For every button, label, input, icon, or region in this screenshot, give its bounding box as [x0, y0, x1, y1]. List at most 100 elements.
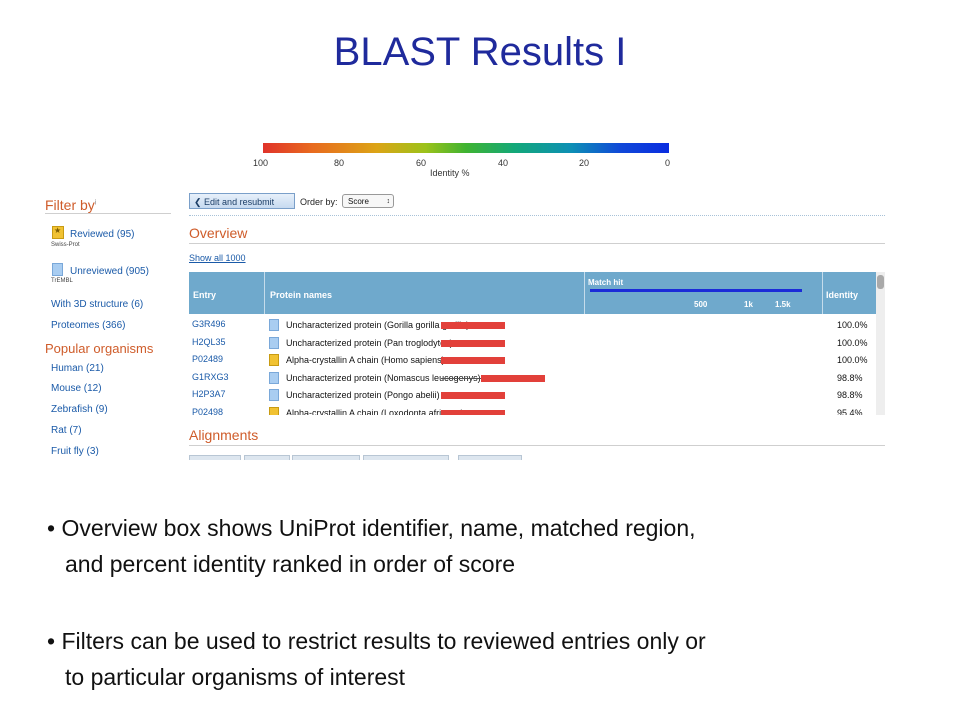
table-row[interactable]: H2P3A7 Uncharacterized protein (Pongo abe…: [189, 387, 875, 404]
bullet-line: • Filters can be used to restrict result…: [47, 628, 706, 654]
edit-button-label: Edit and resubmit: [204, 197, 275, 207]
order-by-label: Order by:: [300, 197, 338, 207]
protein-name: Uncharacterized protein (Gorilla gorilla…: [286, 320, 470, 330]
axis-label: 1k: [744, 300, 753, 309]
match-hit-bar[interactable]: [441, 392, 505, 399]
entry-link[interactable]: G3R496: [192, 319, 226, 329]
axis-label: 1.5k: [775, 300, 791, 309]
chevron-left-icon: ❮: [194, 197, 205, 207]
axis-label: 500: [694, 300, 708, 309]
info-icon[interactable]: i: [94, 199, 97, 207]
match-hit-axis: [590, 289, 802, 292]
column-separator: [822, 272, 823, 314]
filter-reviewed-sub: Swiss-Prot: [51, 242, 80, 248]
filter-reviewed-link[interactable]: Reviewed (95): [70, 229, 135, 240]
column-header-entry[interactable]: Entry: [193, 290, 217, 300]
alignments-toolbar-button[interactable]: [292, 455, 360, 460]
identity-value: 98.8%: [837, 372, 863, 383]
filter-unreviewed-sub: TrEMBL: [51, 278, 73, 284]
uniprot-blast-screenshot: 100 80 60 40 20 0 Identity % Filter byi …: [40, 115, 906, 460]
protein-name: Uncharacterized protein (Pan troglodytes…: [286, 337, 453, 348]
protein-name: Uncharacterized protein (Nomascus leucog…: [286, 372, 481, 383]
entry-link[interactable]: H2QL35: [192, 336, 226, 347]
column-separator: [584, 272, 585, 314]
table-row[interactable]: H2QL35 Uncharacterized protein (Pan trogl…: [189, 335, 875, 352]
results-table-body: G3R496 Uncharacterized protein (Gorilla g…: [40, 115, 906, 415]
alignments-heading: Alignments: [189, 427, 259, 443]
organism-link-rat[interactable]: Rat (7): [51, 425, 82, 436]
unreviewed-doc-icon: [269, 319, 279, 331]
slide-title: BLAST Results I: [333, 30, 627, 74]
protein-name: Uncharacterized protein (Pongo abelii): [286, 390, 440, 400]
table-row[interactable]: P02489 Alpha-crystallin A chain (Homo sap…: [189, 352, 875, 369]
organism-link-mouse[interactable]: Mouse (12): [51, 383, 102, 394]
results-table-header: Entry Protein names Match hit 500 1k 1.5…: [189, 272, 885, 314]
unreviewed-doc-icon: [269, 371, 279, 384]
unreviewed-doc-icon: [269, 389, 279, 401]
bullet-overview: • Overview box shows UniProt identifier,…: [47, 510, 696, 582]
identity-value: 100.0%: [837, 320, 868, 330]
match-hit-bar[interactable]: [441, 339, 505, 347]
match-hit-gap-line: [441, 377, 482, 379]
legend-tick: 100: [253, 158, 269, 168]
entry-link[interactable]: P02489: [192, 354, 224, 364]
entry-link[interactable]: H2P3A7: [192, 389, 226, 399]
legend-tick: 60: [416, 158, 427, 168]
match-hit-bar[interactable]: [441, 357, 505, 364]
column-header-identity[interactable]: Identity: [826, 290, 859, 300]
order-by-select[interactable]: Score ↕: [342, 194, 394, 208]
column-header-match-hit[interactable]: Match hit: [588, 278, 624, 287]
organism-link-human[interactable]: Human (21): [51, 363, 104, 374]
legend-tick: 80: [334, 158, 345, 168]
legend-tick: 20: [579, 158, 590, 168]
table-row[interactable]: G1RXG3 Uncharacterized protein (Nomascus …: [189, 370, 875, 387]
match-hit-bar[interactable]: [441, 409, 505, 415]
order-by-value: Score: [348, 197, 369, 206]
entry-link[interactable]: G1RXG3: [192, 371, 229, 382]
reviewed-star-icon: [269, 354, 279, 366]
column-header-protein-names[interactable]: Protein names: [270, 290, 333, 300]
identity-value: 100.0%: [837, 337, 868, 348]
organism-link-fruit-fly[interactable]: Fruit fly (3): [51, 446, 99, 457]
filter-heading: Filter byi: [45, 197, 96, 213]
bullet-line: to particular organisms of interest: [65, 664, 406, 690]
identity-color-legend: [263, 143, 669, 153]
alignments-divider: [189, 445, 885, 446]
alignments-toolbar-button[interactable]: [458, 455, 522, 460]
bullet-line: and percent identity ranked in order of …: [65, 551, 516, 577]
show-all-link[interactable]: Show all 1000: [189, 253, 246, 263]
table-row[interactable]: P02498 Alpha-crystallin A chain (Loxodont…: [189, 405, 875, 416]
organism-link-zebrafish[interactable]: Zebrafish (9): [51, 404, 108, 415]
protein-name: Alpha-crystallin A chain (Homo sapiens): [286, 355, 445, 365]
filter-3d-structure-link[interactable]: With 3D structure (6): [51, 299, 144, 310]
unreviewed-doc-icon: [52, 263, 63, 276]
entry-link[interactable]: P02498: [192, 406, 224, 416]
popular-organisms-heading: Popular organisms: [45, 341, 154, 356]
filter-proteomes-link[interactable]: Proteomes (366): [51, 320, 126, 331]
overview-divider: [189, 243, 885, 244]
alignments-toolbar-button[interactable]: [244, 455, 290, 460]
alignments-toolbar-button[interactable]: [189, 455, 241, 460]
protein-name: Alpha-crystallin A chain (Loxodonta afri…: [286, 407, 464, 416]
filter-heading-text: Filter by: [45, 197, 95, 213]
identity-value: 98.8%: [837, 390, 863, 400]
overview-heading: Overview: [189, 225, 248, 241]
bullet-filters: • Filters can be used to restrict result…: [47, 623, 706, 695]
legend-tick: 40: [498, 158, 509, 168]
column-separator: [264, 272, 265, 314]
alignments-toolbar-button[interactable]: [363, 455, 449, 460]
table-scrollbar-track[interactable]: [876, 272, 885, 415]
table-row[interactable]: G3R496 Uncharacterized protein (Gorilla g…: [189, 317, 875, 334]
match-hit-bar[interactable]: [441, 322, 505, 329]
identity-legend-title: Identity %: [430, 168, 470, 178]
reviewed-star-icon: [269, 406, 279, 415]
table-scrollbar-thumb[interactable]: [877, 275, 884, 289]
bullet-line: • Overview box shows UniProt identifier,…: [47, 515, 696, 541]
filter-unreviewed-link[interactable]: Unreviewed (905): [70, 266, 149, 277]
edit-and-resubmit-button[interactable]: ❮ Edit and resubmit: [189, 193, 295, 209]
match-hit-bar[interactable]: [481, 374, 545, 382]
identity-value: 95.4%: [837, 407, 863, 416]
identity-legend-ticks: 100 80 60 40 20 0: [253, 158, 683, 170]
reviewed-star-icon: [52, 226, 64, 239]
toolbar-divider: [189, 215, 885, 216]
